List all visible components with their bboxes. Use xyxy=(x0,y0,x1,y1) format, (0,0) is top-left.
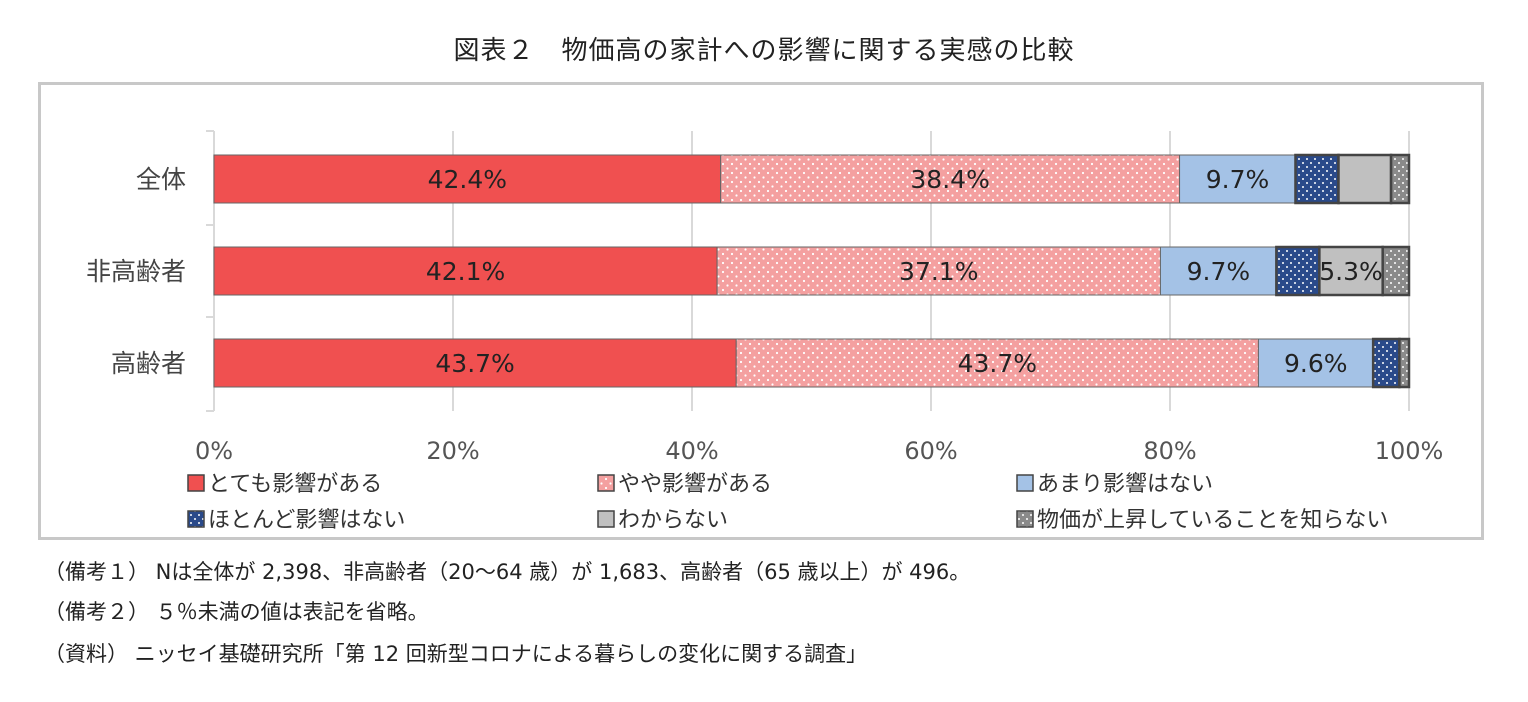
x-tick-label: 80% xyxy=(1143,437,1196,465)
category-label: 全体 xyxy=(136,165,186,194)
bar-segment xyxy=(1381,245,1411,297)
legend-swatch xyxy=(187,474,205,492)
data-label: 43.7% xyxy=(435,349,514,378)
note-1: （備考１） Nは全体が 2,398、非高齢者（20～64 歳）が 1,683、高… xyxy=(44,560,971,584)
bar-segment xyxy=(1159,246,1277,296)
legend-swatch xyxy=(187,510,205,528)
bar-segment xyxy=(716,246,1161,296)
bar-segment xyxy=(213,246,718,296)
data-label: 42.1% xyxy=(426,257,505,286)
legend-label: 物価が上昇していることを知らない xyxy=(1037,508,1388,533)
legend-label: やや影響がある xyxy=(618,472,772,497)
x-tick-label: 20% xyxy=(426,437,479,465)
data-label: 43.7% xyxy=(958,349,1037,378)
note-2: （備考２） ５％未満の値は表記を省略。 xyxy=(44,600,429,624)
data-label: 42.4% xyxy=(428,165,507,194)
data-label: 9.7% xyxy=(1187,257,1251,286)
chart-frame: 0% 20% 40% 60% 80% 100% 全体非高齢者高齢者 42.4% 38.4% 9.7… xyxy=(38,82,1484,540)
chart-title: 図表２ 物価高の家計への影響に関する実感の比較 xyxy=(453,36,1075,66)
bar-segment xyxy=(1389,153,1411,205)
bar-segment xyxy=(1337,153,1393,205)
bar-segment xyxy=(1179,154,1296,204)
bar-segment xyxy=(1275,245,1321,297)
bar-segment xyxy=(1371,337,1401,389)
bar-segment xyxy=(1294,153,1340,205)
category-label: 高齢者 xyxy=(111,349,186,378)
legend-swatch xyxy=(1016,474,1034,492)
x-tick-label: 60% xyxy=(904,437,957,465)
data-label: 9.7% xyxy=(1206,165,1270,194)
legend-label: わからない xyxy=(618,508,728,533)
legend-label: あまり影響はない xyxy=(1037,472,1213,497)
bar-segment xyxy=(1257,338,1374,388)
x-tick-label: 40% xyxy=(665,437,718,465)
x-tick-label: 100% xyxy=(1375,437,1444,465)
data-label: 9.6% xyxy=(1284,349,1348,378)
data-label: 5.3% xyxy=(1319,257,1383,286)
legend-label: ほとんど影響はない xyxy=(208,508,405,533)
bar-segment xyxy=(1398,337,1411,389)
bar-segment xyxy=(213,338,737,388)
legend-label: とても影響がある xyxy=(208,472,382,497)
data-label: 37.1% xyxy=(899,257,978,286)
legend-swatch xyxy=(1016,510,1034,528)
bar-segment xyxy=(735,338,1259,388)
data-label: 38.4% xyxy=(910,165,989,194)
note-3: （資料） ニッセイ基礎研究所「第 12 回新型コロナによる暮らしの変化に関する調… xyxy=(44,642,868,666)
legend-swatch xyxy=(597,474,615,492)
legend-swatch xyxy=(597,510,615,528)
x-tick-label: 0% xyxy=(195,437,233,465)
category-label: 非高齢者 xyxy=(86,257,186,286)
bar-segment xyxy=(720,154,1181,204)
bar-segment xyxy=(1318,245,1384,297)
